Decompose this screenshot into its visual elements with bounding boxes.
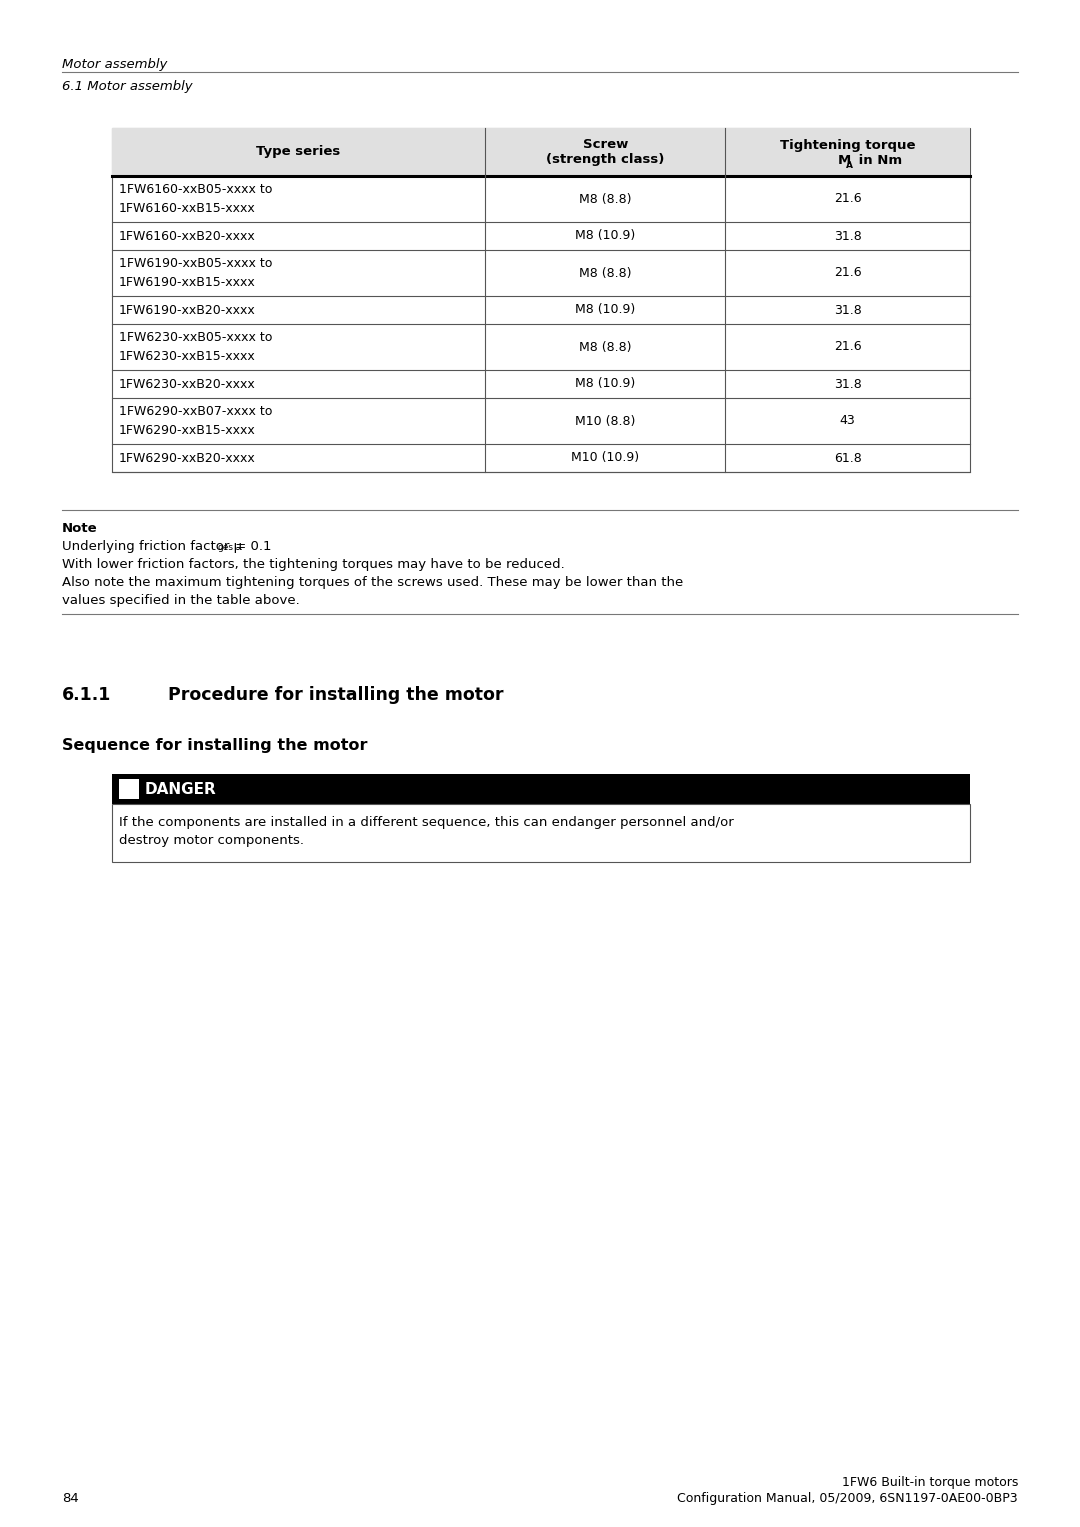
Text: 31.8: 31.8: [834, 377, 862, 391]
Text: 61.8: 61.8: [834, 452, 862, 464]
Text: M10 (8.8): M10 (8.8): [576, 414, 635, 428]
Text: If the components are installed in a different sequence, this can endanger perso: If the components are installed in a dif…: [119, 815, 733, 829]
Bar: [112, 128, 970, 472]
Text: A: A: [846, 160, 853, 169]
Text: ges: ges: [217, 544, 233, 551]
Text: 1FW6190-xxB15-xxxx: 1FW6190-xxB15-xxxx: [119, 276, 256, 289]
Text: 1FW6290-xxB07-xxxx to: 1FW6290-xxB07-xxxx to: [119, 405, 272, 418]
Text: 1FW6 Built-in torque motors: 1FW6 Built-in torque motors: [841, 1477, 1018, 1489]
Text: = 0.1: = 0.1: [231, 541, 272, 553]
Text: 1FW6290-xxB20-xxxx: 1FW6290-xxB20-xxxx: [119, 452, 256, 464]
Text: 1FW6160-xxB05-xxxx to: 1FW6160-xxB05-xxxx to: [119, 183, 272, 197]
Bar: [112, 774, 970, 805]
Text: M8 (10.9): M8 (10.9): [576, 377, 635, 391]
Text: 31.8: 31.8: [834, 304, 862, 316]
Text: Tightening torque: Tightening torque: [780, 139, 916, 151]
Text: Underlying friction factor μ: Underlying friction factor μ: [62, 541, 242, 553]
Text: M8 (8.8): M8 (8.8): [579, 192, 632, 206]
Text: M8 (10.9): M8 (10.9): [576, 304, 635, 316]
Text: M8 (10.9): M8 (10.9): [576, 229, 635, 243]
Text: Procedure for installing the motor: Procedure for installing the motor: [168, 686, 503, 704]
Text: Screw: Screw: [583, 139, 629, 151]
Text: 6.1 Motor assembly: 6.1 Motor assembly: [62, 79, 192, 93]
Text: 21.6: 21.6: [834, 341, 862, 353]
Text: 1FW6230-xxB05-xxxx to: 1FW6230-xxB05-xxxx to: [119, 331, 272, 344]
Text: 1FW6230-xxB15-xxxx: 1FW6230-xxB15-xxxx: [119, 350, 256, 363]
Text: Motor assembly: Motor assembly: [62, 58, 167, 70]
Text: M: M: [838, 154, 851, 166]
Text: Sequence for installing the motor: Sequence for installing the motor: [62, 738, 367, 753]
Text: DANGER: DANGER: [145, 782, 217, 797]
Text: 21.6: 21.6: [834, 192, 862, 206]
Text: 1FW6230-xxB20-xxxx: 1FW6230-xxB20-xxxx: [119, 377, 256, 391]
Text: 21.6: 21.6: [834, 267, 862, 279]
Text: 1FW6190-xxB05-xxxx to: 1FW6190-xxB05-xxxx to: [119, 258, 272, 270]
Text: 1FW6190-xxB20-xxxx: 1FW6190-xxB20-xxxx: [119, 304, 256, 316]
Text: 84: 84: [62, 1492, 79, 1506]
Text: 1FW6160-xxB20-xxxx: 1FW6160-xxB20-xxxx: [119, 229, 256, 243]
Text: destroy motor components.: destroy motor components.: [119, 834, 303, 847]
Text: values specified in the table above.: values specified in the table above.: [62, 594, 300, 608]
Text: M8 (8.8): M8 (8.8): [579, 341, 632, 353]
Text: (strength class): (strength class): [546, 154, 664, 166]
Text: With lower friction factors, the tightening torques may have to be reduced.: With lower friction factors, the tighten…: [62, 557, 565, 571]
Text: 1FW6160-xxB15-xxxx: 1FW6160-xxB15-xxxx: [119, 202, 256, 215]
Text: Configuration Manual, 05/2009, 6SN1197-0AE00-0BP3: Configuration Manual, 05/2009, 6SN1197-0…: [677, 1492, 1018, 1506]
Text: M10 (10.9): M10 (10.9): [571, 452, 639, 464]
Bar: [112, 128, 970, 176]
Text: in Nm: in Nm: [853, 154, 902, 166]
Text: 43: 43: [840, 414, 855, 428]
Bar: [119, 779, 139, 799]
Text: 1FW6290-xxB15-xxxx: 1FW6290-xxB15-xxxx: [119, 423, 256, 437]
Text: 6.1.1: 6.1.1: [62, 686, 111, 704]
Text: 31.8: 31.8: [834, 229, 862, 243]
Text: Type series: Type series: [256, 145, 341, 159]
Text: M8 (8.8): M8 (8.8): [579, 267, 632, 279]
Bar: [112, 805, 970, 863]
Text: Also note the maximum tightening torques of the screws used. These may be lower : Also note the maximum tightening torques…: [62, 576, 684, 589]
Text: Note: Note: [62, 522, 97, 534]
